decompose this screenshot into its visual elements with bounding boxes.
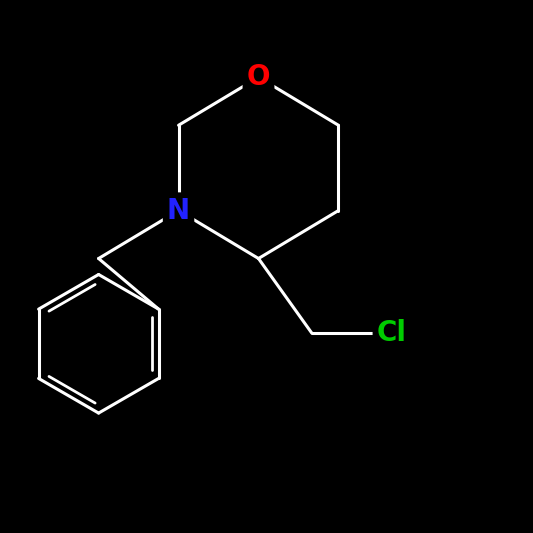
Text: N: N <box>167 197 190 224</box>
Text: O: O <box>247 63 270 91</box>
Text: Cl: Cl <box>377 319 407 347</box>
